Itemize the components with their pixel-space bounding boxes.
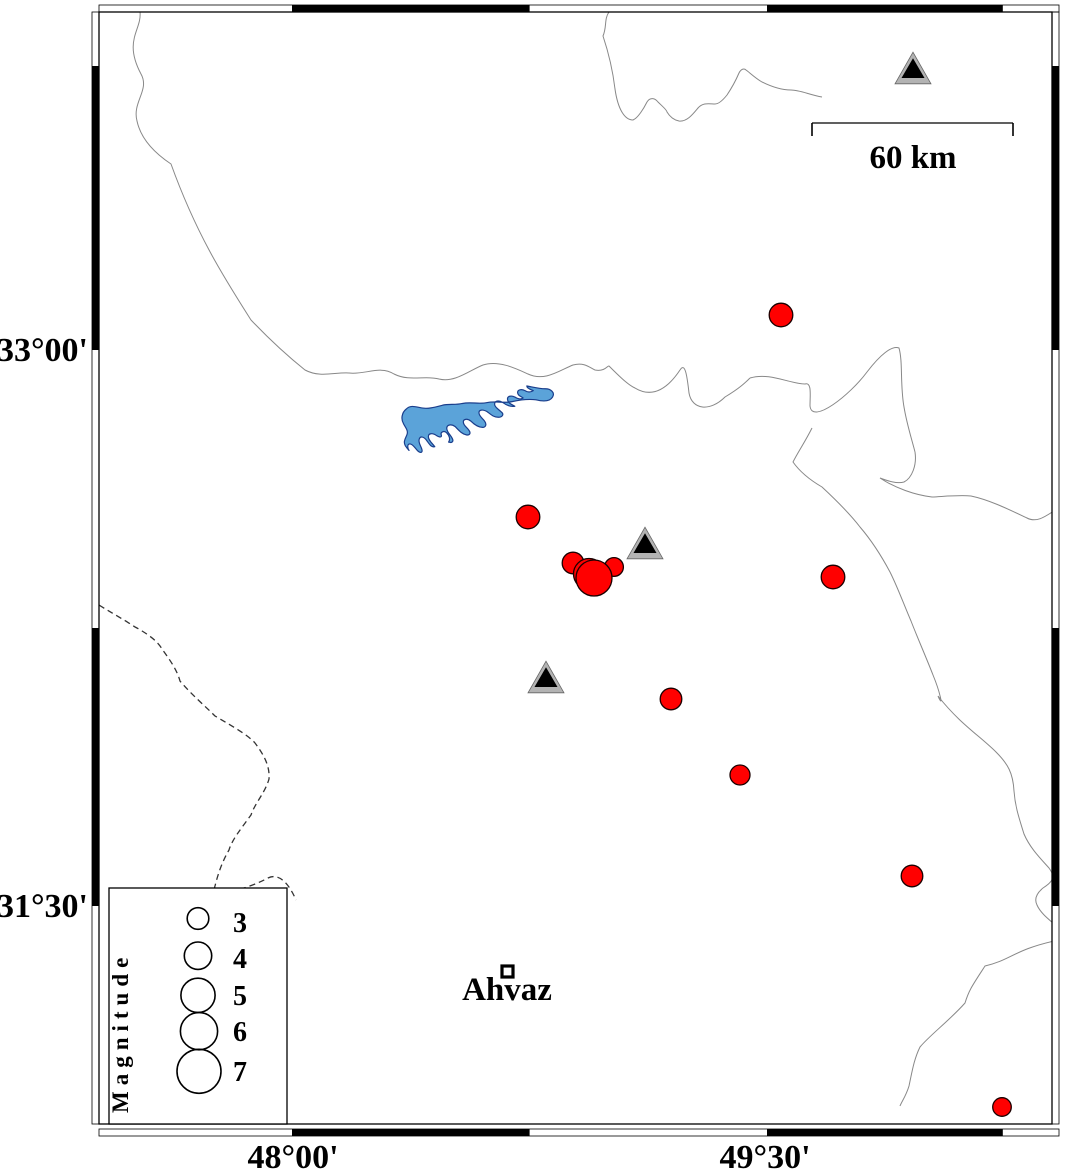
- svg-text:5: 5: [233, 981, 247, 1012]
- svg-text:60 km: 60 km: [869, 140, 956, 176]
- svg-text:4: 4: [233, 944, 247, 975]
- svg-text:7: 7: [233, 1057, 247, 1088]
- svg-text:31°30': 31°30': [0, 888, 88, 925]
- svg-text:Magnitude: Magnitude: [108, 952, 133, 1113]
- svg-text:49°30': 49°30': [719, 1139, 810, 1174]
- svg-text:33°00': 33°00': [0, 332, 88, 369]
- svg-text:Ahvaz: Ahvaz: [462, 972, 552, 1008]
- svg-text:6: 6: [233, 1017, 247, 1048]
- svg-text:48°00': 48°00': [247, 1139, 338, 1174]
- svg-text:3: 3: [233, 908, 247, 939]
